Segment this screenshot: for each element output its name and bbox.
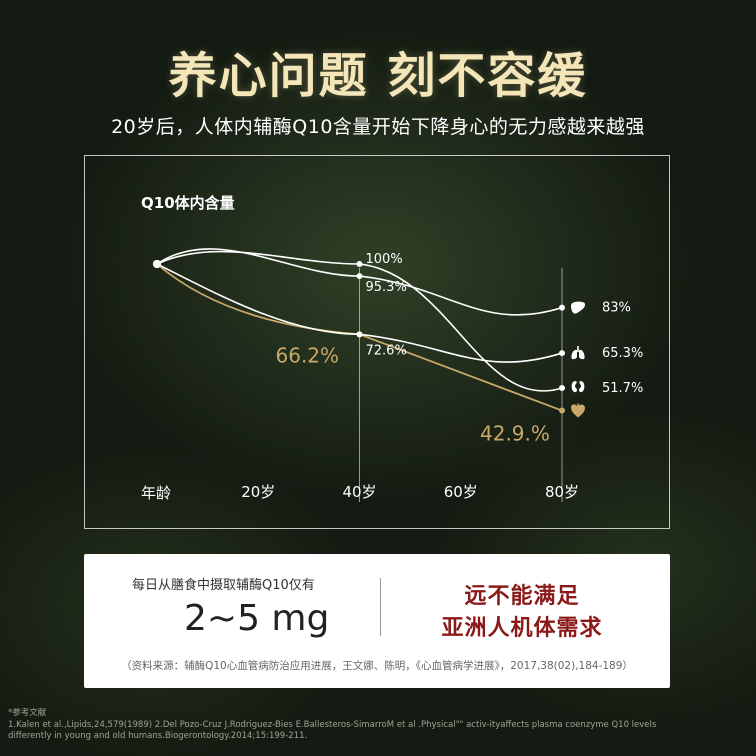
source-note: （资料来源：辅酶Q10心血管病防治应用进展，王文娜、陈明，《心血管病学进展》，2…: [121, 660, 633, 672]
data-point-kidney: [559, 384, 565, 391]
need-line-2: 亚洲人机体需求: [441, 616, 603, 641]
series-line-kidney: [156, 250, 563, 392]
data-label-liver: 95.3%: [366, 280, 407, 295]
x-tick-label: 80岁: [545, 483, 579, 501]
data-point-kidney: [356, 261, 363, 267]
data-point-lung: [559, 350, 565, 357]
data-label-lung: 65.3%: [602, 346, 643, 361]
x-axis-title: 年龄: [141, 484, 172, 502]
need-line-1: 远不能满足: [464, 584, 580, 609]
references-title: *参考文献: [8, 708, 47, 718]
chart-panel: 20岁 40岁 60岁 80岁 66.2% 42.9.% 95.3% 83% 72.6% 65.3…: [84, 155, 670, 529]
card-divider: [380, 578, 381, 636]
liver-icon: [571, 301, 586, 314]
chart-title: Q10体内含量: [141, 194, 235, 212]
data-point-lung: [356, 331, 363, 338]
data-label-liver: 83%: [602, 301, 631, 316]
q10-chart: 20岁 40岁 60岁 80岁 66.2% 42.9.% 95.3% 83% 72.6% 65.3…: [153, 248, 643, 502]
x-tick-label: 60岁: [444, 483, 478, 501]
data-point-liver: [559, 304, 565, 311]
data-label-lung: 72.6%: [366, 343, 407, 358]
info-card: 每日从膳食中摄取辅酶Q10仅有 2~5 mg 远不能满足 亚洲人机体需求 （资料…: [84, 554, 670, 688]
data-label-heart: 66.2%: [276, 343, 340, 367]
data-label-kidney: 51.7%: [602, 381, 643, 396]
x-tick-label: 20岁: [241, 483, 275, 501]
heart-icon: [571, 403, 585, 418]
intake-label: 每日从膳食中摄取辅酶Q10仅有: [132, 578, 315, 593]
reference-line-2: differently in young and old humans.Biog…: [8, 731, 308, 741]
intake-value: 2~5 mg: [184, 598, 330, 639]
references: *参考文献 1.Kalen et al.,Lipids,24,579(1989)…: [8, 708, 748, 743]
data-point-heart: [559, 407, 565, 414]
data-label-kidney: 100%: [366, 252, 403, 267]
subhead: 20岁后，人体内辅酶Q10含量开始下降身心的无力感越来越强: [111, 116, 645, 138]
data-point-kidney: [153, 260, 161, 268]
lung-icon: [571, 346, 585, 360]
kidney-icon: [571, 380, 585, 393]
data-label-heart: 42.9.%: [480, 422, 550, 446]
reference-line-1: 1.Kalen et al.,Lipids,24,579(1989) 2.Del…: [8, 719, 657, 730]
headline: 养心问题 刻不容缓: [168, 48, 588, 104]
data-point-liver: [356, 273, 363, 280]
x-tick-label: 40岁: [342, 483, 376, 501]
